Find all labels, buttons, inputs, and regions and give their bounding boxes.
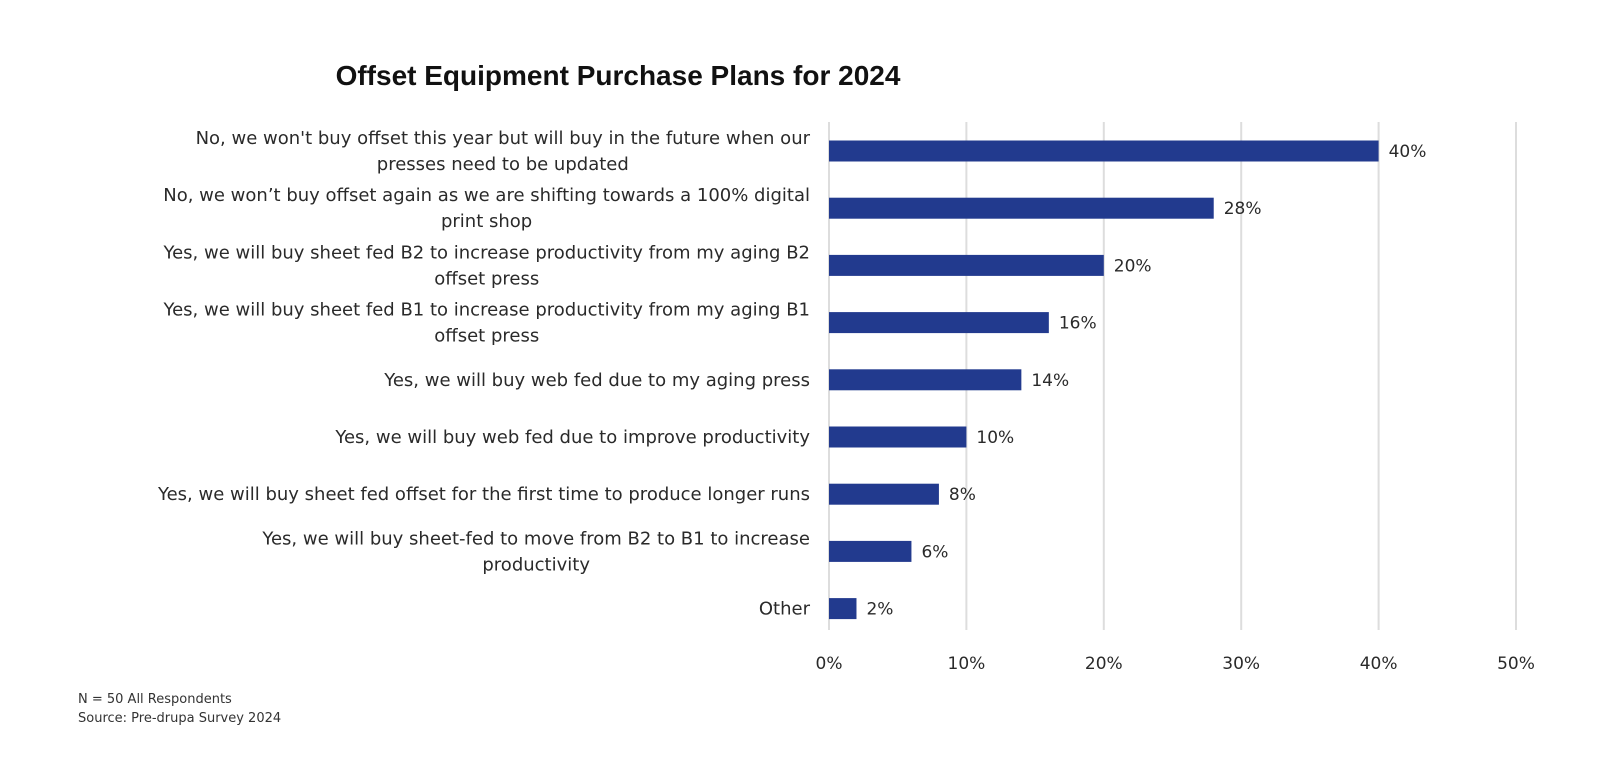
bar-value-label: 28% — [1224, 199, 1262, 219]
category-label: Yes, we will buy sheet fed B1 to increas… — [163, 300, 811, 347]
x-tick-label: 10% — [948, 654, 986, 674]
bar-value-label: 8% — [949, 485, 976, 505]
category-label-line: presses need to be updated — [377, 154, 629, 175]
category-label-line: Yes, we will buy web fed due to improve … — [334, 427, 810, 448]
bar-value-label: 20% — [1114, 256, 1152, 276]
x-axis-ticks: 0% 10% 20% 30% 40% 50% — [816, 654, 1535, 674]
category-label-line: Yes, we will buy sheet fed offset for th… — [157, 484, 810, 505]
category-label-line: print shop — [441, 211, 532, 232]
bar — [829, 197, 1214, 219]
bar — [829, 598, 857, 620]
category-label: Yes, we will buy sheet fed offset for th… — [157, 484, 810, 505]
bar — [829, 254, 1104, 276]
bar — [829, 140, 1379, 162]
x-tick-label: 0% — [816, 654, 843, 674]
category-labels: No, we won't buy offset this year but wi… — [157, 128, 811, 620]
category-label: Other — [759, 599, 811, 620]
x-tick-label: 30% — [1222, 654, 1260, 674]
category-label-line: offset press — [434, 326, 539, 347]
category-label: No, we won’t buy offset again as we are … — [163, 185, 810, 232]
category-label: No, we won't buy offset this year but wi… — [196, 128, 811, 175]
x-tick-label: 50% — [1497, 654, 1535, 674]
category-label: Yes, we will buy web fed due to my aging… — [383, 370, 810, 391]
category-label-line: offset press — [434, 268, 539, 289]
bar-value-label: 16% — [1059, 314, 1097, 334]
bar — [829, 369, 1022, 391]
bars — [829, 140, 1379, 620]
bar-value-label: 14% — [1031, 371, 1069, 391]
bar-value-label: 40% — [1389, 142, 1427, 162]
category-label-line: No, we won't buy offset this year but wi… — [196, 128, 811, 149]
value-labels: 40% 28% 20% 16% 14% 10% 8% 6% 2% — [866, 142, 1426, 620]
category-label: Yes, we will buy web fed due to improve … — [334, 427, 810, 448]
category-label: Yes, we will buy sheet-fed to move from … — [261, 528, 810, 575]
bar-value-label: 10% — [976, 428, 1014, 448]
category-label-line: productivity — [482, 554, 590, 575]
bar-value-label: 2% — [866, 600, 893, 620]
bar — [829, 483, 939, 505]
bar — [829, 540, 912, 562]
category-label-line: Yes, we will buy web fed due to my aging… — [383, 370, 810, 391]
category-label-line: Yes, we will buy sheet fed B1 to increas… — [163, 300, 811, 321]
category-label-line: Yes, we will buy sheet fed B2 to increas… — [163, 242, 811, 263]
category-label-line: Other — [759, 599, 811, 620]
x-tick-label: 20% — [1085, 654, 1123, 674]
bar-value-label: 6% — [921, 542, 948, 562]
x-tick-label: 40% — [1360, 654, 1398, 674]
bar — [829, 312, 1049, 334]
category-label: Yes, we will buy sheet fed B2 to increas… — [163, 242, 811, 289]
bar — [829, 426, 967, 448]
sample-size-note: N = 50 All Respondents — [78, 692, 232, 707]
category-label-line: Yes, we will buy sheet-fed to move from … — [261, 528, 810, 549]
category-label-line: No, we won’t buy offset again as we are … — [163, 185, 810, 206]
chart-title: Offset Equipment Purchase Plans for 2024 — [335, 60, 901, 91]
source-note: Source: Pre-drupa Survey 2024 — [78, 711, 282, 726]
